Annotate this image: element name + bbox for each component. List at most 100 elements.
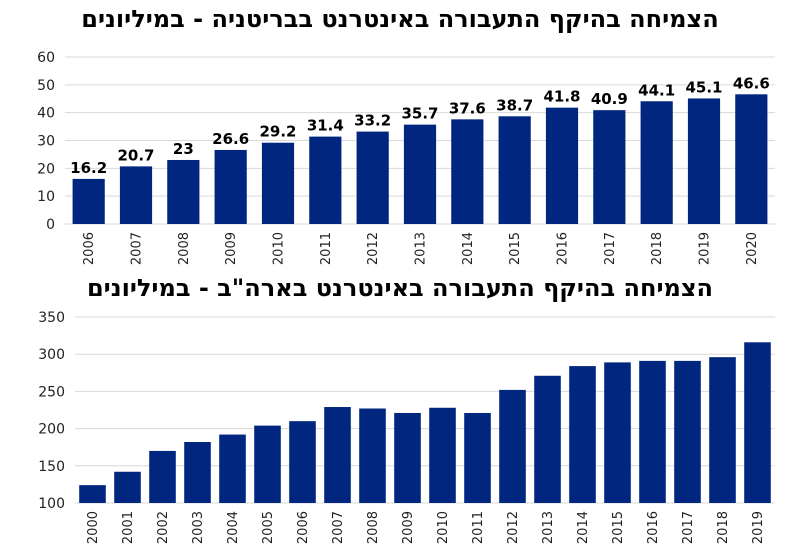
us-traffic-bar-chart: 100 150 200 250 300 350 2000 2001 2002 2003 2004 20… xyxy=(38,310,775,544)
uk-data-label-2014: 37.6 xyxy=(449,99,486,117)
us-bar-2007 xyxy=(324,407,351,503)
uk-bar-2006 xyxy=(72,178,105,224)
uk-traffic-bar-chart: 0 10 20 30 40 50 60 16.2 2006 20.7 2007 23 2008 26.6 2… xyxy=(37,50,775,265)
uk-x-tick-label-2018: 2018 xyxy=(650,232,665,265)
uk-bar-2009 xyxy=(214,149,247,224)
us-bar-2013 xyxy=(534,375,561,503)
us-bar-2012 xyxy=(499,389,526,503)
us-x-tick-label-2008: 2008 xyxy=(366,511,381,544)
uk-data-label-2010: 29.2 xyxy=(259,123,296,141)
us-y-tick-label: 300 xyxy=(38,347,65,363)
uk-data-label-2015: 38.7 xyxy=(496,96,533,114)
uk-x-tick-label-2006: 2006 xyxy=(82,232,97,265)
uk-y-tick-label: 60 xyxy=(37,50,55,66)
uk-x-tick-label-2010: 2010 xyxy=(272,232,287,265)
uk-x-tick-label-2012: 2012 xyxy=(366,232,381,265)
us-y-tick-label: 100 xyxy=(38,496,65,512)
uk-data-label-2020: 46.6 xyxy=(733,74,770,92)
uk-x-tick-label-2017: 2017 xyxy=(603,232,618,265)
us-y-tick-label: 350 xyxy=(38,310,65,326)
us-bar-2003 xyxy=(184,441,211,503)
us-x-tick-label-2006: 2006 xyxy=(296,511,311,544)
uk-data-label-2012: 33.2 xyxy=(354,112,391,130)
uk-x-tick-label-2009: 2009 xyxy=(224,232,239,265)
us-x-tick-label-2017: 2017 xyxy=(681,511,696,544)
uk-bar-2007 xyxy=(119,166,153,224)
uk-bar-2008 xyxy=(167,159,200,224)
us-x-tick-label-2018: 2018 xyxy=(716,511,731,544)
us-x-tick-label-2009: 2009 xyxy=(401,511,416,544)
uk-bar-2016 xyxy=(545,107,579,224)
us-x-tick-label-2002: 2002 xyxy=(156,511,171,544)
us-bar-2015 xyxy=(604,362,631,503)
uk-x-tick-label-2020: 2020 xyxy=(745,232,760,265)
us-x-tick-label-2016: 2016 xyxy=(646,511,661,544)
uk-y-tick-label: 0 xyxy=(46,217,55,233)
us-bar-2011 xyxy=(464,412,491,503)
uk-bar-2011 xyxy=(309,136,342,224)
us-bar-2000 xyxy=(79,485,106,503)
uk-data-label-2006: 16.2 xyxy=(70,159,107,177)
uk-data-label-2009: 26.6 xyxy=(212,130,249,148)
uk-x-tick-label-2011: 2011 xyxy=(319,232,334,265)
uk-bar-2017 xyxy=(593,110,626,224)
us-x-tick-label-2000: 2000 xyxy=(86,511,101,544)
us-x-tick-label-2003: 2003 xyxy=(191,511,206,544)
us-bar-2018 xyxy=(709,357,736,503)
uk-bar-2020 xyxy=(735,94,768,224)
uk-data-label-2007: 20.7 xyxy=(117,146,154,164)
us-bar-2014 xyxy=(569,366,596,503)
uk-y-tick-label: 20 xyxy=(37,161,55,177)
us-y-tick-label: 150 xyxy=(38,459,65,475)
uk-bar-2019 xyxy=(687,98,721,224)
us-x-tick-label-2012: 2012 xyxy=(506,511,521,544)
uk-data-label-2008: 23 xyxy=(173,140,194,158)
uk-x-tick-label-2014: 2014 xyxy=(461,232,476,265)
us-x-tick-label-2004: 2004 xyxy=(226,511,241,544)
uk-chart-title: הצמיחה בהיקף התעבורה באינטרנט בבריטניה -… xyxy=(81,5,719,33)
us-chart-title: הצמיחה בהיקף התעבורה באינטרנט בארה"ב - ב… xyxy=(86,274,714,302)
uk-bar-2014 xyxy=(451,119,484,224)
uk-x-tick-label-2019: 2019 xyxy=(698,232,713,265)
uk-data-label-2017: 40.9 xyxy=(591,90,628,108)
us-bar-2002 xyxy=(149,450,176,503)
uk-y-tick-label: 10 xyxy=(37,189,55,205)
uk-bar-2012 xyxy=(356,131,389,224)
uk-data-label-2018: 44.1 xyxy=(638,81,675,99)
uk-x-tick-label-2007: 2007 xyxy=(130,232,145,265)
us-bar-2004 xyxy=(219,434,246,503)
us-x-tick-label-2001: 2001 xyxy=(121,511,136,544)
uk-x-tick-label-2015: 2015 xyxy=(508,232,523,265)
us-x-tick-label-2007: 2007 xyxy=(331,511,346,544)
us-bar-2009 xyxy=(394,412,421,503)
us-bar-2001 xyxy=(114,471,141,503)
us-bar-2019 xyxy=(744,342,771,503)
uk-bar-2015 xyxy=(498,116,531,224)
us-y-tick-label: 200 xyxy=(38,422,65,438)
uk-x-tick-label-2016: 2016 xyxy=(556,232,571,265)
us-x-tick-label-2013: 2013 xyxy=(541,511,556,544)
uk-y-tick-label: 50 xyxy=(37,78,55,94)
us-x-tick-label-2019: 2019 xyxy=(751,511,766,544)
uk-data-label-2019: 45.1 xyxy=(685,78,722,96)
us-bar-2005 xyxy=(254,425,281,503)
us-bar-2008 xyxy=(359,408,386,503)
uk-y-tick-label: 30 xyxy=(37,134,55,150)
uk-y-tick-label: 40 xyxy=(37,106,55,122)
uk-bar-2013 xyxy=(403,124,437,224)
uk-data-label-2013: 35.7 xyxy=(401,105,438,123)
uk-bar-2018 xyxy=(640,101,673,224)
uk-data-label-2011: 31.4 xyxy=(307,117,344,135)
us-y-tick-label: 250 xyxy=(38,384,65,400)
us-bar-2017 xyxy=(674,360,701,503)
us-x-tick-label-2010: 2010 xyxy=(436,511,451,544)
us-bar-2016 xyxy=(639,360,666,503)
us-x-tick-label-2011: 2011 xyxy=(471,511,486,544)
uk-x-tick-label-2013: 2013 xyxy=(414,232,429,265)
uk-x-tick-label-2008: 2008 xyxy=(177,232,192,265)
us-bar-2010 xyxy=(429,407,456,503)
uk-bar-2010 xyxy=(261,142,295,224)
us-x-tick-label-2005: 2005 xyxy=(261,511,276,544)
us-x-tick-label-2015: 2015 xyxy=(611,511,626,544)
us-x-tick-label-2014: 2014 xyxy=(576,511,591,544)
